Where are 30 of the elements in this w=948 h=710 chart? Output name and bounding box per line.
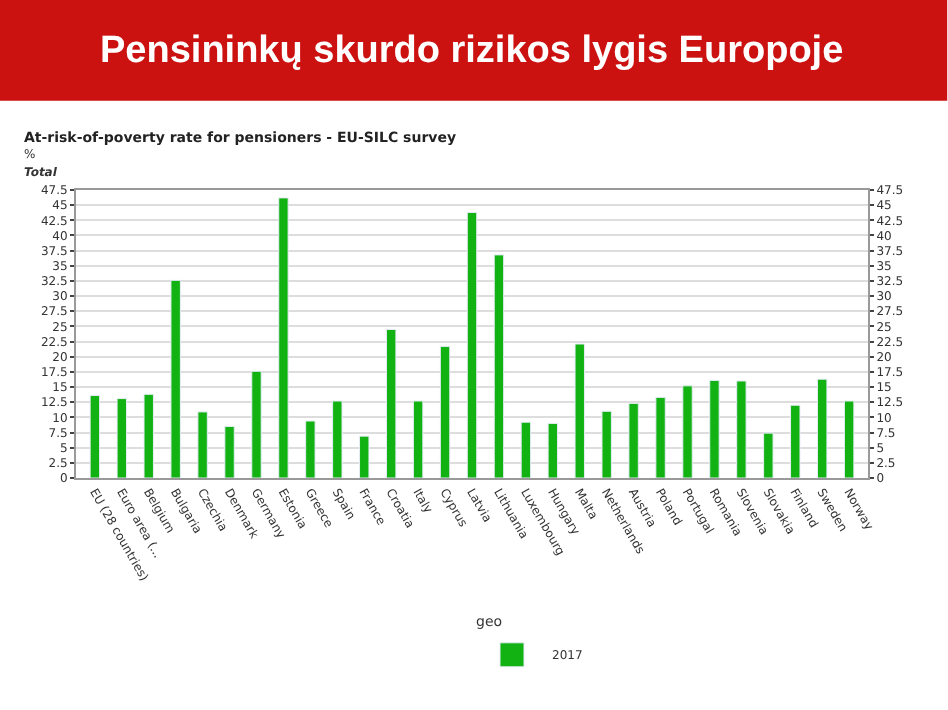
bar bbox=[493, 254, 505, 478]
bar bbox=[385, 328, 397, 478]
bar bbox=[736, 380, 747, 478]
bar bbox=[412, 400, 424, 478]
bar bbox=[816, 378, 828, 478]
chart-title: Pensininkų skurdo rizikos lygis Europoje bbox=[100, 30, 844, 72]
bar bbox=[628, 402, 639, 478]
bar bbox=[547, 422, 559, 478]
bar bbox=[143, 393, 154, 478]
bar bbox=[116, 398, 128, 478]
bar bbox=[305, 420, 316, 478]
bar bbox=[251, 370, 262, 478]
bar bbox=[655, 396, 666, 478]
bar bbox=[520, 421, 532, 478]
bar bbox=[332, 400, 343, 478]
bar bbox=[682, 385, 693, 478]
bar bbox=[709, 379, 720, 478]
bar bbox=[466, 211, 478, 478]
bar bbox=[574, 343, 585, 478]
bar bbox=[790, 404, 801, 478]
bar bbox=[89, 395, 101, 478]
bar bbox=[170, 279, 181, 478]
bar bbox=[278, 197, 289, 478]
bar bbox=[843, 400, 855, 478]
bar bbox=[439, 345, 451, 478]
bar bbox=[197, 411, 208, 478]
bar bbox=[763, 432, 774, 478]
bar bbox=[359, 435, 370, 478]
bar bbox=[224, 425, 235, 478]
bar bbox=[601, 410, 612, 478]
